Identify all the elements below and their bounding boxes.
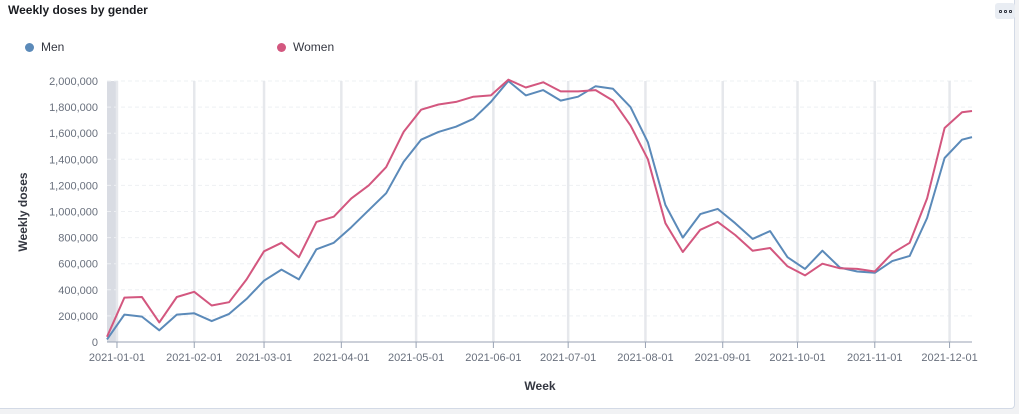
panel-title: Weekly doses by gender xyxy=(8,3,148,17)
legend-label-women: Women xyxy=(293,40,335,54)
y-tick-label: 1,800,000 xyxy=(49,102,98,114)
x-axis-title: Week xyxy=(524,379,555,393)
x-tick-label: 2021-09-01 xyxy=(695,352,751,364)
x-tick-label: 2021-03-01 xyxy=(236,352,292,364)
x-tick-label: 2021-06-01 xyxy=(465,352,521,364)
x-tick-label: 2021-07-01 xyxy=(540,352,596,364)
ellipsis-icon xyxy=(998,9,1002,13)
x-tick-label: 2021-05-01 xyxy=(388,352,444,364)
chart-grid xyxy=(107,80,972,342)
panel-options-button[interactable] xyxy=(995,3,1015,19)
y-tick-label: 600,000 xyxy=(58,259,98,271)
x-tick-label: 2021-12-01 xyxy=(921,352,977,364)
y-tick-label: 800,000 xyxy=(58,233,98,245)
y-tick-label: 0 xyxy=(92,337,98,349)
y-tick-label: 1,600,000 xyxy=(49,128,98,140)
legend-dot-women-icon xyxy=(277,42,286,52)
legend-label-men: Men xyxy=(41,40,65,54)
legend-dot-men-icon xyxy=(25,42,34,52)
ellipsis-icon xyxy=(1003,9,1007,13)
y-tick-label: 1,000,000 xyxy=(49,207,98,219)
legend-item-men[interactable]: Men xyxy=(25,39,64,55)
legend-item-women[interactable]: Women xyxy=(277,39,334,55)
x-tick-label: 2021-02-01 xyxy=(166,352,222,364)
y-tick-label: 2,000,000 xyxy=(49,76,98,88)
x-tick-label: 2021-01-01 xyxy=(89,352,145,364)
series-lines xyxy=(106,78,973,340)
y-tick-label: 1,200,000 xyxy=(49,180,98,192)
y-tick-label: 200,000 xyxy=(58,311,98,323)
x-tick-label: 2021-08-01 xyxy=(617,352,673,364)
ellipsis-icon xyxy=(1008,9,1012,13)
x-tick-label: 2021-11-01 xyxy=(847,352,902,364)
x-tick-label: 2021-10-01 xyxy=(769,352,825,364)
series-line-men[interactable] xyxy=(106,80,973,340)
shaded-band xyxy=(107,81,117,342)
y-axis-title: Weekly doses xyxy=(16,172,30,251)
x-axis: 2021-01-01 2021-02-01 2021-03-01 2021-04-01… xyxy=(89,341,978,364)
series-line-women[interactable] xyxy=(106,78,973,338)
y-tick-label: 400,000 xyxy=(58,285,98,297)
y-axis: 0 200,000 400,000 600,000 800,000 1,000,000 1,… xyxy=(49,76,98,349)
y-tick-label: 1,400,000 xyxy=(49,154,98,166)
x-tick-label: 2021-04-01 xyxy=(313,352,369,364)
